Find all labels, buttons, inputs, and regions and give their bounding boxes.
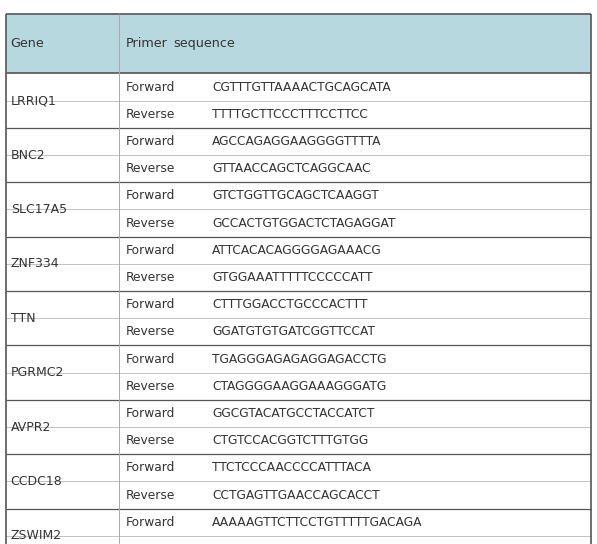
Text: CTGTCCACGGTCTTTGTGG: CTGTCCACGGTCTTTGTGG	[212, 434, 368, 447]
Text: Forward: Forward	[125, 189, 175, 202]
Text: GGATGTGTGATCGGTTCCAT: GGATGTGTGATCGGTTCCAT	[212, 325, 375, 338]
Text: Reverse: Reverse	[125, 108, 175, 121]
Text: Forward: Forward	[125, 244, 175, 257]
Text: ZNF334: ZNF334	[11, 257, 59, 270]
Text: Forward: Forward	[125, 298, 175, 311]
Text: ATTCACACAGGGGAGAAACG: ATTCACACAGGGGAGAAACG	[212, 244, 381, 257]
Text: Reverse: Reverse	[125, 325, 175, 338]
Text: CCDC18: CCDC18	[11, 475, 63, 488]
Text: ZSWIM2: ZSWIM2	[11, 529, 62, 542]
Text: TTTTGCTTCCCTTTCCTTCC: TTTTGCTTCCCTTTCCTTCC	[212, 108, 368, 121]
Text: Forward: Forward	[125, 461, 175, 474]
Text: TTCTCCCAACCCCATTTACA: TTCTCCCAACCCCATTTACA	[212, 461, 371, 474]
Text: SLC17A5: SLC17A5	[11, 203, 67, 216]
Text: PGRMC2: PGRMC2	[11, 366, 64, 379]
Text: Reverse: Reverse	[125, 489, 175, 502]
Text: Forward: Forward	[125, 81, 175, 94]
Text: GTTAACCAGCTCAGGCAAC: GTTAACCAGCTCAGGCAAC	[212, 162, 371, 175]
Text: GTCTGGTTGCAGCTCAAGGT: GTCTGGTTGCAGCTCAAGGT	[212, 189, 378, 202]
Text: Forward: Forward	[125, 407, 175, 420]
Text: GCCACTGTGGACTCTAGAGGAT: GCCACTGTGGACTCTAGAGGAT	[212, 217, 395, 230]
Text: sequence: sequence	[173, 37, 235, 50]
Text: GGCGTACATGCCTACCATCT: GGCGTACATGCCTACCATCT	[212, 407, 374, 420]
Text: Forward: Forward	[125, 135, 175, 148]
Text: TTN: TTN	[11, 312, 35, 325]
Text: Primer: Primer	[125, 37, 167, 50]
Text: Gene: Gene	[11, 37, 45, 50]
Text: Reverse: Reverse	[125, 380, 175, 393]
Text: Reverse: Reverse	[125, 217, 175, 230]
Text: CTTTGGACCTGCCCACTTT: CTTTGGACCTGCCCACTTT	[212, 298, 367, 311]
Text: TGGTTATTCCACCAATGCAA: TGGTTATTCCACCAATGCAA	[212, 543, 374, 544]
Text: LRRIQ1: LRRIQ1	[11, 94, 57, 107]
Text: CGTTTGTTAAAACTGCAGCATA: CGTTTGTTAAAACTGCAGCATA	[212, 81, 390, 94]
Text: Reverse: Reverse	[125, 434, 175, 447]
Text: BNC2: BNC2	[11, 149, 45, 162]
Text: CTAGGGGAAGGAAAGGGATG: CTAGGGGAAGGAAAGGGATG	[212, 380, 386, 393]
Text: AVPR2: AVPR2	[11, 421, 51, 434]
Bar	[6, 14, 591, 73]
Text: TGAGGGAGAGAGGAGACCTG: TGAGGGAGAGAGGAGACCTG	[212, 353, 386, 366]
Text: Reverse: Reverse	[125, 543, 175, 544]
Text: AGCCAGAGGAAGGGGTTTTA: AGCCAGAGGAAGGGGTTTTA	[212, 135, 381, 148]
Text: Reverse: Reverse	[125, 271, 175, 284]
Text: Forward: Forward	[125, 353, 175, 366]
Text: GTGGAAATTTTTCCCCCATT: GTGGAAATTTTTCCCCCATT	[212, 271, 373, 284]
Text: AAAAAGTTCTTCCTGTTTTTGACAGA: AAAAAGTTCTTCCTGTTTTTGACAGA	[212, 516, 423, 529]
Text: Reverse: Reverse	[125, 162, 175, 175]
Text: Forward: Forward	[125, 516, 175, 529]
Text: CCTGAGTTGAACCAGCACCT: CCTGAGTTGAACCAGCACCT	[212, 489, 380, 502]
